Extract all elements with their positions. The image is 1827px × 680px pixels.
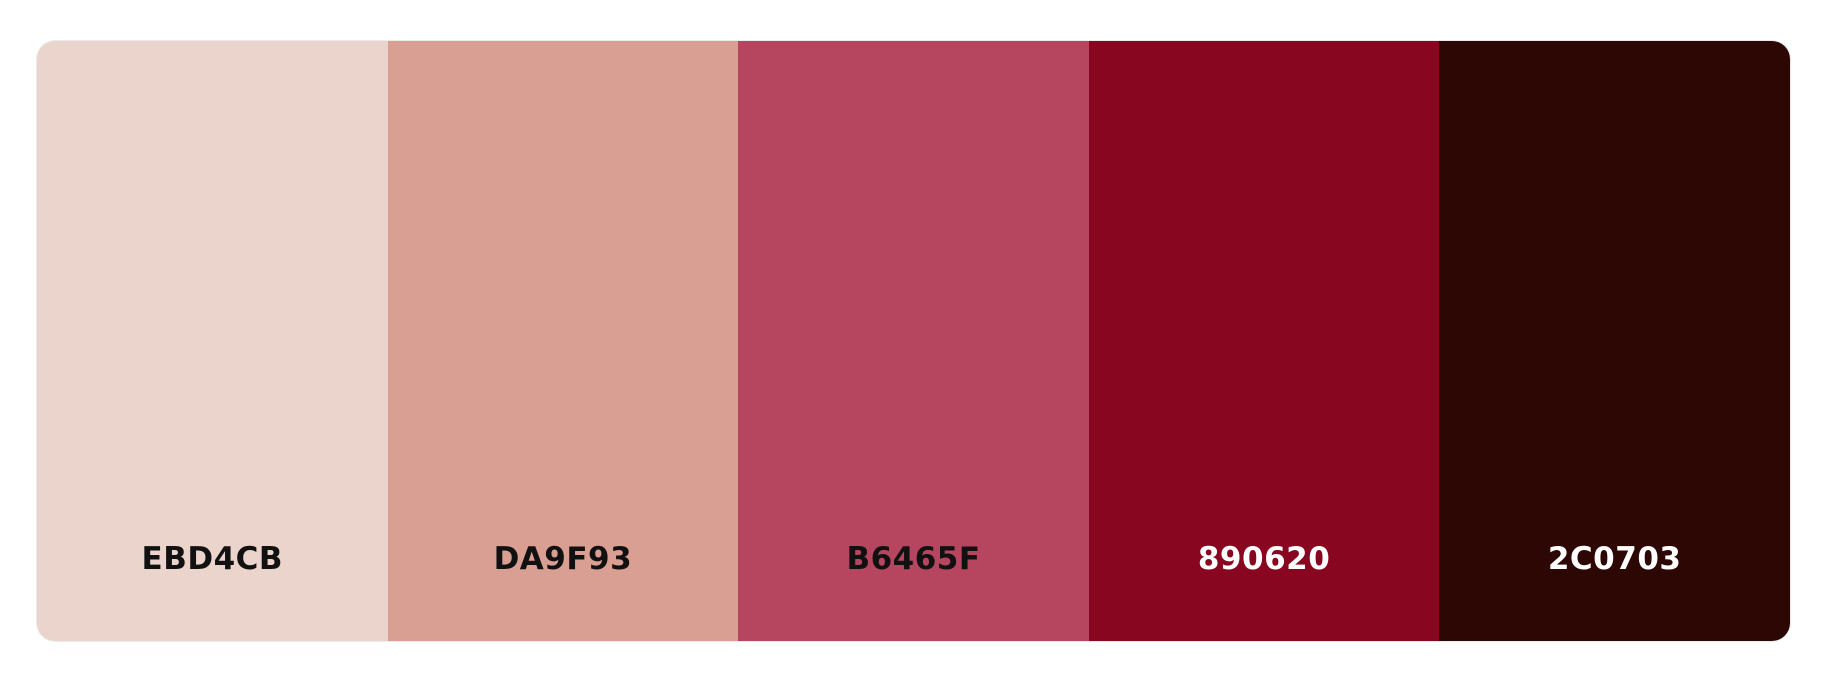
swatch-hex-label[interactable]: 890620 [1197, 541, 1331, 577]
color-swatch-1[interactable]: EBD4CB [37, 41, 388, 641]
color-swatch-2[interactable]: DA9F93 [387, 41, 739, 641]
color-swatch-4[interactable]: 890620 [1088, 41, 1440, 641]
swatch-hex-label[interactable]: B6465F [846, 541, 981, 577]
swatch-hex-label[interactable]: EBD4CB [141, 541, 284, 577]
swatch-hex-label[interactable]: DA9F93 [493, 541, 633, 577]
color-swatch-3[interactable]: B6465F [738, 41, 1089, 641]
color-swatch-5[interactable]: 2C0703 [1439, 41, 1790, 641]
color-palette: EBD4CB DA9F93 B6465F 890620 2C0703 [37, 41, 1790, 641]
swatch-hex-label[interactable]: 2C0703 [1547, 541, 1682, 577]
